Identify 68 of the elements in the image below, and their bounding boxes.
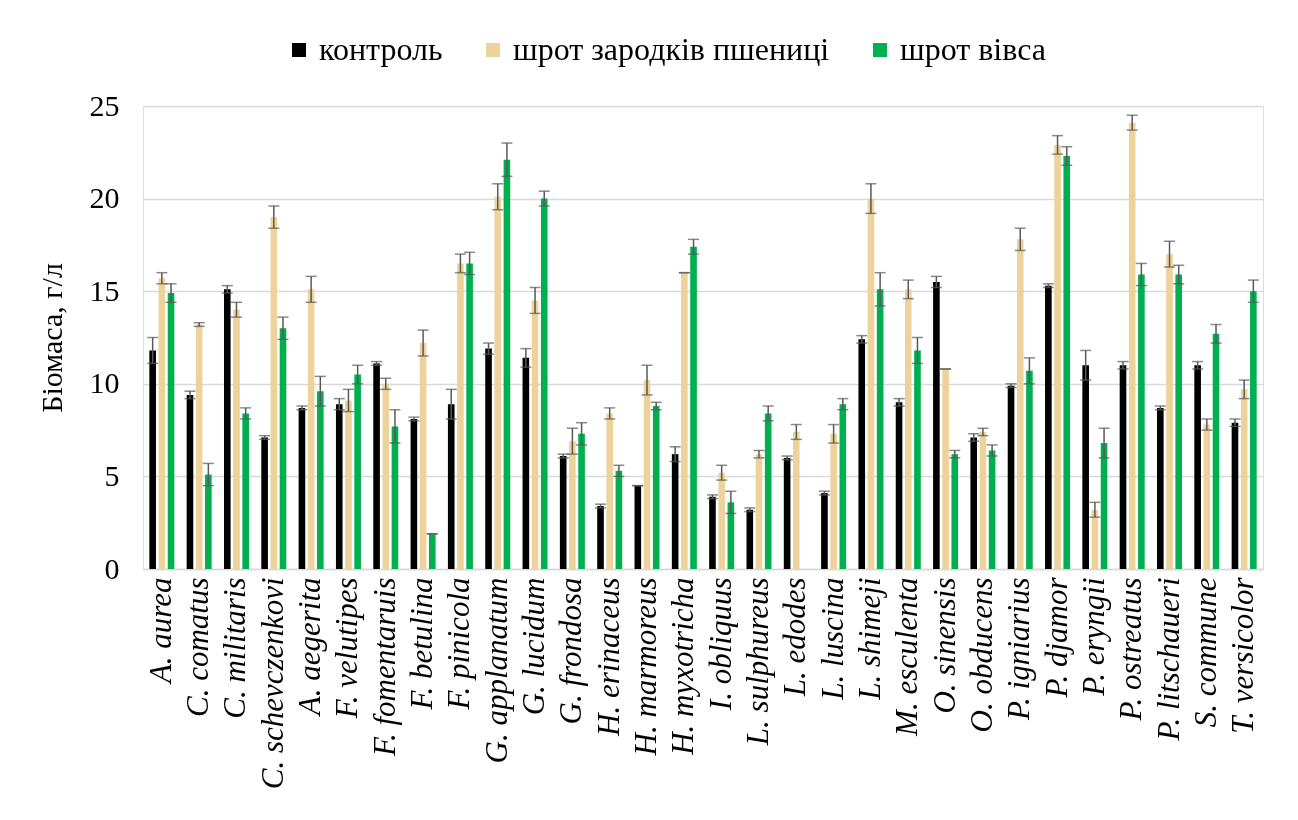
y-tick-label: 10 — [89, 366, 120, 400]
bar — [942, 368, 949, 569]
x-tick-label: G. lucidum — [516, 577, 552, 716]
legend-label: контроль — [319, 31, 443, 67]
bar — [792, 431, 800, 569]
bar — [914, 350, 921, 569]
x-tick-label: L. luscina — [814, 577, 850, 701]
legend-label: шрот зародків пшениці — [513, 31, 830, 67]
x-tick-label: A. aegerita — [292, 577, 328, 718]
x-tick-label: T. versicolor — [1225, 576, 1261, 734]
x-tick-label: P. djamor — [1038, 576, 1074, 699]
x-tick-label: H. myxotricha — [665, 577, 701, 756]
bar — [634, 485, 642, 569]
bar — [1016, 239, 1024, 569]
bar — [1007, 385, 1015, 569]
bar — [1166, 254, 1173, 569]
x-tick-label: L. edodes — [777, 577, 813, 698]
bar — [783, 457, 791, 569]
y-tick-label: 5 — [104, 458, 120, 492]
bar — [1063, 156, 1071, 569]
y-tick-label: 15 — [89, 273, 120, 307]
y-tick-label: 20 — [89, 181, 120, 215]
bar — [485, 348, 492, 569]
x-tick-label: O. obducens — [963, 577, 999, 733]
x-tick-label: L. shimeji — [851, 577, 887, 701]
x-tick-label: P. eryngii — [1075, 577, 1111, 697]
bar — [382, 383, 390, 569]
bar — [158, 278, 166, 569]
x-tick-label: C. comatus — [180, 577, 216, 717]
x-tick-label: P. igniarius — [1001, 577, 1037, 721]
bar — [606, 413, 614, 569]
x-tick-label: F. betulina — [404, 577, 440, 711]
bar — [298, 407, 306, 569]
x-tick-label: H. erinaceus — [590, 577, 626, 737]
x-tick-label: I. obliquus — [702, 577, 738, 712]
x-tick-label: F. velutipes — [329, 577, 365, 720]
bar — [335, 404, 343, 569]
x-tick-label: A. aurea — [142, 577, 178, 686]
bar — [540, 198, 548, 569]
x-tick-label: L. sulphureus — [739, 577, 775, 747]
x-tick-label: P. litschaueri — [1150, 577, 1186, 742]
bar — [428, 533, 436, 569]
x-tick-label: H. marmoreus — [628, 577, 664, 757]
y-axis-title: Біомаса, г/л — [34, 263, 68, 413]
bar — [681, 272, 688, 569]
x-tick-label: M. esculenta — [889, 577, 925, 737]
bar — [709, 496, 716, 569]
x-tick-label: F. pinicola — [441, 577, 477, 711]
bar — [447, 404, 455, 569]
bar — [1175, 274, 1183, 569]
x-tick-label: G. frondosa — [553, 577, 589, 725]
bar — [904, 289, 912, 569]
bar — [1128, 122, 1136, 569]
legend-label: шрот вівса — [900, 31, 1046, 67]
y-tick-label: 25 — [89, 88, 120, 122]
bar — [494, 196, 502, 569]
y-tick-label: 0 — [104, 551, 120, 585]
bar — [690, 246, 697, 569]
bar — [233, 309, 240, 569]
x-tick-label: S. commune — [1187, 577, 1223, 728]
x-tick-label: G. applanatum — [478, 577, 514, 764]
x-tick-label: C. militaris — [217, 577, 253, 719]
x-tick-label: F. fomentaruis — [366, 577, 402, 758]
x-tick-label: C. schevczenkovi — [254, 577, 290, 790]
x-tick-label: P. ostreatus — [1113, 577, 1149, 722]
bar — [746, 509, 754, 569]
x-tick-label: O. sinensis — [926, 577, 962, 714]
bar — [345, 400, 352, 569]
